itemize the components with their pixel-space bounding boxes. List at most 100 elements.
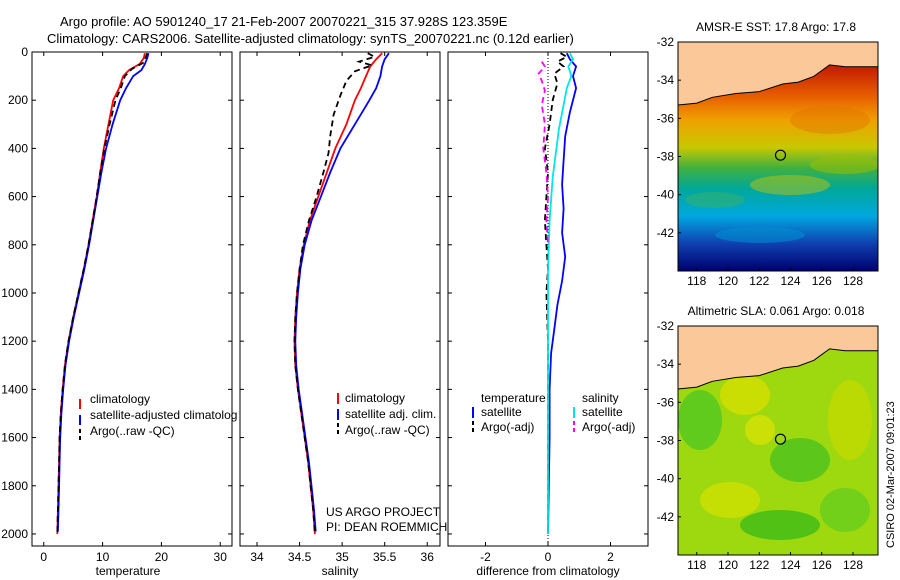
sst-map: AMSR-E SST: 17.8 Argo: 17.8 bbox=[657, 20, 879, 288]
difference-panel: -2 0 2 difference from climatology tempera… bbox=[447, 51, 649, 578]
lat-tick-label: -40 bbox=[657, 188, 675, 202]
y-tick-label: 1400 bbox=[1, 382, 28, 396]
y-tick-label: 1800 bbox=[1, 479, 28, 493]
series-salinity-argo-adj- bbox=[537, 61, 549, 245]
y-tick-label: 1200 bbox=[1, 334, 28, 348]
y-tick-label: 200 bbox=[8, 93, 28, 107]
x-tick-label: 35 bbox=[335, 550, 349, 564]
difference-legend: temperature satellite Argo(-adj) salinit… bbox=[472, 391, 635, 434]
temperature-legend: climatology satellite-adjusted climatolo… bbox=[79, 392, 237, 442]
lon-tick-label: 122 bbox=[749, 558, 769, 572]
sla-texture bbox=[678, 375, 872, 540]
lon-tick-label: 124 bbox=[780, 274, 800, 288]
legend-label-climatology: climatology bbox=[90, 392, 150, 406]
y-tick-label: 1000 bbox=[1, 286, 28, 300]
legend-label-argo: Argo(..raw -QC) bbox=[90, 424, 175, 438]
sla-map: Altimetric SLA: 0.061 Argo: 0.018 118 120… bbox=[657, 304, 879, 572]
lon-tick-label: 118 bbox=[687, 558, 706, 572]
series-satellite-adj-clim- bbox=[294, 52, 390, 532]
x-tick-label: -2 bbox=[480, 550, 491, 564]
lon-tick-label: 122 bbox=[749, 274, 769, 288]
temperature-ticks: 0 10 20 30 0 200 400 600 800 1000 1200 1400 1600 1800… bbox=[1, 45, 232, 564]
footer-pi: PI: DEAN ROEMMICH bbox=[326, 520, 447, 534]
lon-tick-label: 124 bbox=[780, 558, 800, 572]
series-salinity-satellite bbox=[547, 52, 575, 534]
sst-texture bbox=[685, 106, 878, 243]
figure-title-line2: Climatology: CARS2006. Satellite-adjuste… bbox=[47, 31, 574, 46]
lat-tick-label: -34 bbox=[657, 73, 675, 87]
difference-lines bbox=[537, 52, 578, 535]
lat-tick-label: -42 bbox=[657, 226, 675, 240]
y-tick-label: 600 bbox=[8, 190, 28, 204]
x-tick-label: 34 bbox=[250, 550, 264, 564]
temperature-xlabel: temperature bbox=[96, 564, 161, 578]
salinity-xlabel: salinity bbox=[322, 564, 359, 578]
legend-label-temp-satellite: satellite bbox=[481, 405, 522, 419]
legend-label-argo: Argo(..raw -QC) bbox=[345, 423, 430, 437]
salinity-lines bbox=[293, 52, 390, 535]
y-tick-label: 2000 bbox=[1, 527, 28, 541]
lon-tick-label: 126 bbox=[812, 558, 832, 572]
lon-tick-label: 128 bbox=[843, 274, 863, 288]
x-tick-label: 2 bbox=[607, 550, 614, 564]
legend-label-climatology: climatology bbox=[345, 391, 405, 405]
lon-tick-label: 118 bbox=[687, 274, 706, 288]
lat-tick-label: -42 bbox=[657, 510, 675, 524]
salinity-legend: climatology satellite adj. clim. Argo(..… bbox=[337, 391, 436, 437]
lon-tick-label: 120 bbox=[718, 558, 738, 572]
x-tick-label: 20 bbox=[155, 550, 169, 564]
x-tick-label: 10 bbox=[96, 550, 110, 564]
series-temperature-satellite bbox=[547, 52, 578, 535]
salinity-axes-box bbox=[239, 51, 441, 547]
lon-tick-label: 128 bbox=[843, 558, 863, 572]
sst-land bbox=[678, 42, 878, 105]
lon-tick-label: 126 bbox=[812, 274, 832, 288]
x-tick-label: 0 bbox=[40, 550, 47, 564]
legend-label-sal-argo: Argo(-adj) bbox=[582, 420, 635, 434]
x-tick-label: 36 bbox=[421, 550, 435, 564]
difference-ticks: -2 0 2 bbox=[448, 51, 648, 564]
lat-tick-label: -38 bbox=[657, 434, 675, 448]
x-tick-label: 30 bbox=[214, 550, 228, 564]
sst-map-title: AMSR-E SST: 17.8 Argo: 17.8 bbox=[696, 20, 856, 34]
legend-label-satellite-adj: satellite adj. clim. bbox=[345, 407, 436, 421]
legend-label-satellite-adjusted: satellite-adjusted climatolog bbox=[90, 408, 237, 422]
sst-coastline bbox=[678, 64, 878, 106]
temperature-lines bbox=[56, 52, 150, 535]
lat-tick-label: -38 bbox=[657, 150, 675, 164]
lat-tick-label: -32 bbox=[657, 319, 675, 333]
csiro-timestamp: CSIRO 02-Mar-2007 09:01:23 bbox=[885, 401, 897, 548]
x-tick-label: 35.5 bbox=[373, 550, 397, 564]
lon-tick-label: 120 bbox=[718, 274, 738, 288]
sla-coastline bbox=[678, 348, 878, 390]
difference-xlabel: difference from climatology bbox=[476, 564, 619, 578]
sla-map-title: Altimetric SLA: 0.061 Argo: 0.018 bbox=[688, 304, 865, 318]
lat-tick-label: -36 bbox=[657, 395, 675, 409]
lat-tick-label: -40 bbox=[657, 472, 675, 486]
temperature-axes-box bbox=[31, 51, 233, 547]
x-tick-label: 0 bbox=[545, 550, 552, 564]
lat-tick-label: -34 bbox=[657, 357, 675, 371]
lat-tick-label: -32 bbox=[657, 35, 675, 49]
series-argo-raw-qc- bbox=[56, 52, 149, 535]
legend-label-temp-argo: Argo(-adj) bbox=[481, 420, 534, 434]
salinity-panel: 34 34.5 35 35.5 36 salinity climatology sate… bbox=[239, 51, 447, 578]
y-tick-label: 1600 bbox=[1, 431, 28, 445]
series-temperature-argo-adj- bbox=[543, 52, 569, 534]
salinity-ticks: 34 34.5 35 35.5 36 bbox=[240, 51, 440, 564]
sst-argo-marker bbox=[774, 149, 787, 161]
figure-title-line1: Argo profile: AO 5901240_17 21-Feb-2007 … bbox=[60, 14, 508, 29]
sla-land bbox=[678, 326, 878, 389]
legend-group-salinity: salinity bbox=[582, 391, 619, 405]
y-tick-label: 800 bbox=[8, 238, 28, 252]
y-tick-label: 400 bbox=[8, 141, 28, 155]
y-tick-label: 0 bbox=[21, 45, 28, 59]
x-tick-label: 34.5 bbox=[288, 550, 312, 564]
sla-argo-marker bbox=[774, 433, 787, 445]
legend-label-sal-satellite: satellite bbox=[582, 405, 623, 419]
sla-ticks: 118 120 122 124 126 128 -32 -34 -36 -38 -40 -42 bbox=[657, 319, 864, 572]
series-argo-raw-qc- bbox=[293, 52, 377, 535]
sst-ticks: 118 120 122 124 126 128 -32 -34 -36 -38 -40 -42 bbox=[657, 35, 864, 288]
legend-group-temperature: temperature bbox=[481, 391, 546, 405]
